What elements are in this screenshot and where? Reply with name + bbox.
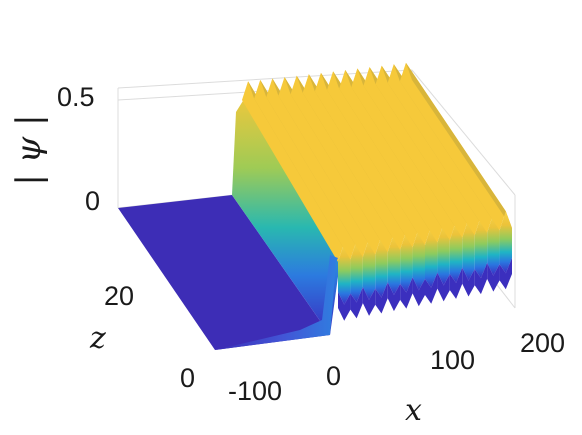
ridge-left-face xyxy=(314,72,419,248)
grid-line xyxy=(117,69,413,89)
ridge-front-skirt xyxy=(412,228,425,291)
ridge-front-skirt xyxy=(375,235,388,298)
rising-front-sheet xyxy=(232,96,340,335)
ridge-base xyxy=(425,272,438,304)
ridge-left-face xyxy=(290,75,394,253)
ridge-front-skirt xyxy=(499,211,512,274)
ridge-front-skirt xyxy=(387,233,401,296)
grid-line xyxy=(411,69,516,196)
ridge-front-skirt xyxy=(362,237,376,300)
ridge-base xyxy=(362,287,376,316)
ridge-base xyxy=(437,272,450,302)
ridge-front-skirt xyxy=(449,220,463,283)
x-tick-neg100: -100 xyxy=(228,376,282,406)
ridge-base xyxy=(499,258,512,290)
ridge-left-face xyxy=(302,74,407,250)
x-axis-label: x xyxy=(405,393,422,428)
ridge-right-face xyxy=(405,62,512,228)
ridge-left-face xyxy=(387,64,494,233)
ridge-base xyxy=(375,282,388,314)
y-tick-0: 0 xyxy=(180,363,195,393)
ridge-left-face xyxy=(254,79,357,260)
ridge-left-face xyxy=(375,65,481,236)
ridge-base xyxy=(449,267,463,299)
ridge-left-face xyxy=(278,77,382,255)
ridge-base xyxy=(387,282,401,312)
ridge-front-skirt xyxy=(400,230,413,293)
ridge-left-face xyxy=(339,69,444,243)
y-tick-20: 20 xyxy=(104,281,134,311)
ridge-left-face xyxy=(399,62,506,231)
ridge-base xyxy=(338,292,351,321)
ridge-front-skirt xyxy=(462,218,475,281)
ridge-front-skirt xyxy=(425,225,438,288)
flat-surface-region xyxy=(118,195,330,350)
ridge-front-skirt xyxy=(487,213,500,276)
z-tick-0: 0 xyxy=(85,186,100,216)
ridge-front-skirt xyxy=(474,216,488,279)
ridge-base xyxy=(462,267,475,297)
x-tick-200: 200 xyxy=(520,328,565,358)
surface-ridges xyxy=(242,62,512,321)
x-tick-100: 100 xyxy=(430,345,475,375)
z-tick-0.5: 0.5 xyxy=(57,82,95,112)
ridge-left-face xyxy=(351,68,457,241)
ridge-base xyxy=(412,277,425,307)
ridge-base xyxy=(487,262,500,292)
z-axis-label: | ψ | xyxy=(9,114,49,185)
ridge-left-face xyxy=(363,67,469,238)
ridge-front-skirt xyxy=(338,242,351,305)
ridge-front-skirt xyxy=(437,223,450,286)
ridge-front-skirt xyxy=(350,240,363,303)
ridge-left-face xyxy=(266,78,370,258)
y-axis-label: z xyxy=(89,321,106,356)
ridge-left-face xyxy=(242,81,345,263)
x-tick-0: 0 xyxy=(326,361,341,391)
ridge-base xyxy=(350,287,363,319)
ridge-base xyxy=(400,277,413,309)
ridge-base xyxy=(474,262,488,295)
ridge-left-face xyxy=(327,71,432,246)
